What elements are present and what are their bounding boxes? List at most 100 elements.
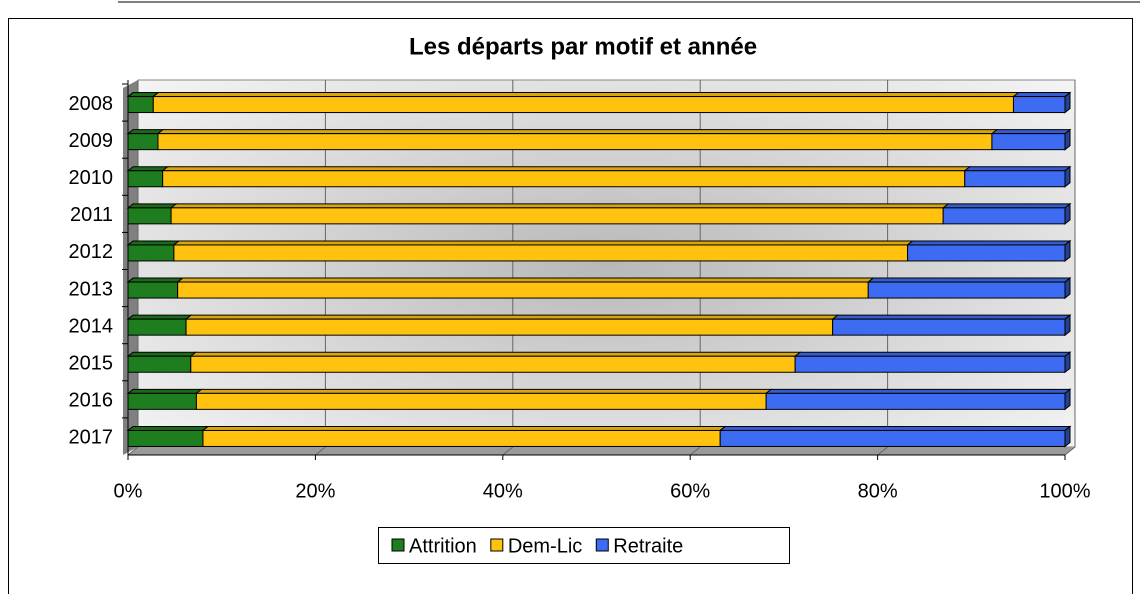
- bar-side-face: [1064, 202, 1071, 225]
- bar: [127, 318, 187, 336]
- bar-side-face: [1064, 351, 1071, 374]
- legend-label: Retraite: [613, 535, 683, 557]
- bar-top-face: [718, 425, 1072, 431]
- grid-floor-line: [127, 446, 139, 456]
- legend-swatch: [595, 538, 609, 552]
- bar-top-face: [201, 425, 727, 431]
- bar-top-face: [963, 166, 1072, 172]
- bar-top-face: [126, 314, 193, 320]
- bar: [794, 355, 1066, 373]
- x-tick-label: 100%: [1039, 480, 1090, 502]
- bar-top-face: [156, 129, 999, 135]
- bar: [157, 133, 993, 151]
- y-tick-label: 2016: [69, 390, 114, 412]
- bar: [964, 170, 1066, 188]
- bar-top-face: [189, 351, 802, 357]
- bar-top-face: [764, 388, 1072, 394]
- bar-top-face: [126, 277, 185, 283]
- y-tick-label: 2008: [69, 93, 114, 115]
- y-tick-label: 2015: [69, 353, 114, 375]
- bar: [127, 392, 197, 410]
- legend-label: Attrition: [409, 535, 477, 557]
- bar-top-face: [906, 240, 1072, 246]
- bar-side-face: [1064, 277, 1071, 300]
- bar-top-face: [184, 314, 840, 320]
- bar-side-face: [1064, 388, 1071, 411]
- bar-top-face: [126, 388, 203, 394]
- bar-side-face: [1064, 425, 1071, 448]
- y-tick-label: 2017: [69, 427, 114, 449]
- y-tick-label: 2010: [69, 167, 114, 189]
- bar-top-face: [172, 240, 915, 246]
- bar-top-face: [194, 388, 773, 394]
- grid-floor-line: [502, 446, 514, 456]
- bar: [170, 207, 944, 225]
- bar: [127, 355, 192, 373]
- grid-floor-line: [877, 446, 888, 456]
- bar: [127, 207, 172, 225]
- chart-title: Les départs par motif et année: [409, 33, 757, 60]
- bar: [152, 96, 1014, 114]
- legend-swatch: [490, 538, 504, 552]
- bar-top-face: [151, 92, 1020, 98]
- bar-top-face: [126, 166, 170, 172]
- bar: [173, 244, 909, 262]
- grid-floor-line: [1064, 446, 1076, 456]
- floor: [128, 447, 1075, 455]
- bar: [765, 392, 1066, 410]
- legend-label: Dem-Lic: [508, 535, 582, 557]
- bar: [942, 207, 1066, 225]
- bar: [127, 244, 175, 262]
- bar-top-face: [126, 240, 181, 246]
- bar-top-face: [126, 351, 198, 357]
- bar: [832, 318, 1066, 336]
- bar-top-face: [126, 129, 165, 135]
- bar-top-face: [866, 277, 1072, 283]
- bar: [991, 133, 1066, 151]
- y-tick-label: 2014: [69, 315, 114, 337]
- y-tick-label: 2013: [69, 278, 114, 300]
- bar: [1012, 96, 1066, 114]
- bar-top-face: [990, 129, 1072, 135]
- bar: [907, 244, 1066, 262]
- bar-side-face: [1064, 128, 1071, 151]
- bar: [867, 281, 1066, 299]
- bar: [177, 281, 869, 299]
- bar-top-face: [793, 351, 1072, 357]
- bar-top-face: [941, 203, 1072, 209]
- bar-top-face: [176, 277, 875, 283]
- bar-side-face: [1064, 314, 1071, 337]
- bar-side-face: [1064, 165, 1071, 188]
- bar-top-face: [126, 425, 210, 431]
- x-tick-label: 40%: [483, 480, 523, 502]
- legend: [378, 527, 790, 564]
- x-tick-label: 60%: [670, 480, 710, 502]
- grid-floor-line: [315, 446, 326, 456]
- bar: [185, 318, 834, 336]
- x-tick-label: 80%: [858, 480, 898, 502]
- legend-swatch: [391, 538, 405, 552]
- bar-top-face: [831, 314, 1072, 320]
- bar: [127, 429, 204, 447]
- bar-side-face: [1064, 91, 1071, 114]
- y-tick-label: 2012: [69, 241, 114, 263]
- bar-top-face: [169, 203, 950, 209]
- bar: [127, 133, 159, 151]
- x-tick-label: 0%: [114, 480, 143, 502]
- bar: [202, 429, 721, 447]
- bar-top-face: [126, 203, 178, 209]
- bar-top-face: [161, 166, 972, 172]
- x-tick-label: 20%: [295, 480, 335, 502]
- bar-side-face: [1064, 239, 1071, 262]
- bar: [162, 170, 966, 188]
- bar: [127, 96, 154, 114]
- bar: [190, 355, 796, 373]
- bar: [127, 281, 179, 299]
- bar-top-face: [1012, 92, 1072, 98]
- bar: [127, 170, 164, 188]
- y-tick-label: 2009: [69, 130, 114, 152]
- grid-floor-line: [689, 446, 701, 456]
- y-tick-label: 2011: [70, 204, 113, 226]
